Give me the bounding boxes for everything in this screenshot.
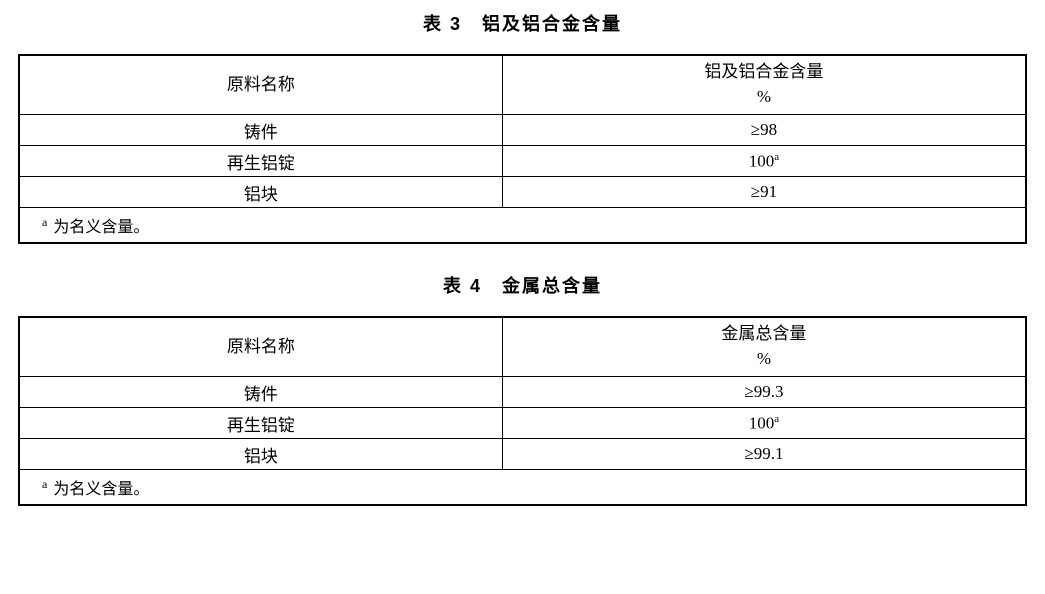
table3-header-col2: 铝及铝合金含量 %	[502, 55, 1026, 115]
table3-footnote-row: a 为名义含量。	[19, 208, 1026, 244]
footnote-text: 为名义含量。	[53, 219, 149, 236]
table4-header-col2-line1: 金属总含量	[721, 324, 806, 343]
table4-header-col1: 原料名称	[19, 317, 502, 377]
table4-row0-value: ≥99.3	[502, 377, 1026, 408]
table4-row2-value: ≥99.1	[502, 439, 1026, 470]
superscript-a: a	[774, 151, 779, 163]
value-text: 98	[760, 120, 777, 139]
table4: 原料名称 金属总含量 % 铸件 ≥99.3 再生铝锭 100a	[18, 316, 1027, 506]
table4-row1-name: 再生铝锭	[19, 408, 502, 439]
table-row: 铝块 ≥99.1	[19, 439, 1026, 470]
table-row: 铸件 ≥98	[19, 115, 1026, 146]
table-row: 铸件 ≥99.3	[19, 377, 1026, 408]
table3: 原料名称 铝及铝合金含量 % 铸件 ≥98 再生铝锭 100a	[18, 54, 1027, 244]
table4-footnote-row: a 为名义含量。	[19, 470, 1026, 506]
superscript-a: a	[774, 413, 779, 425]
table4-row0-name: 铸件	[19, 377, 502, 408]
table-row: 再生铝锭 100a	[19, 408, 1026, 439]
footnote-mark: a	[42, 477, 47, 491]
table3-row1-value: 100a	[502, 146, 1026, 177]
value-text: 99.3	[754, 382, 784, 401]
table-row: 铝块 ≥91	[19, 177, 1026, 208]
table3-row2-value: ≥91	[502, 177, 1026, 208]
value-text: 91	[760, 182, 777, 201]
table4-header-col2-line2: %	[757, 349, 771, 368]
ge-symbol: ≥	[751, 120, 760, 139]
footnote-mark: a	[42, 215, 47, 229]
ge-symbol: ≥	[744, 444, 753, 463]
table3-row2-name: 铝块	[19, 177, 502, 208]
table3-header-col2-line2: %	[757, 87, 771, 106]
table-row: 再生铝锭 100a	[19, 146, 1026, 177]
ge-symbol: ≥	[744, 382, 753, 401]
table3-row1-name: 再生铝锭	[19, 146, 502, 177]
page: 表 3 铝及铝合金含量 原料名称 铝及铝合金含量 % 铸件 ≥98	[0, 0, 1045, 506]
table3-header-col2-line1: 铝及铝合金含量	[704, 62, 823, 81]
table4-row1-value: 100a	[502, 408, 1026, 439]
table3-header-row: 原料名称 铝及铝合金含量 %	[19, 55, 1026, 115]
table3-caption: 表 3 铝及铝合金含量	[18, 10, 1027, 36]
value-text: 100	[749, 413, 775, 432]
table4-footnote: a 为名义含量。	[19, 470, 1026, 506]
footnote-text: 为名义含量。	[53, 481, 149, 498]
table4-row2-name: 铝块	[19, 439, 502, 470]
table3-row0-value: ≥98	[502, 115, 1026, 146]
value-text: 100	[749, 151, 775, 170]
table3-header-col1: 原料名称	[19, 55, 502, 115]
ge-symbol: ≥	[751, 182, 760, 201]
value-text: 99.1	[754, 444, 784, 463]
table4-caption: 表 4 金属总含量	[18, 272, 1027, 298]
table4-header-row: 原料名称 金属总含量 %	[19, 317, 1026, 377]
table3-footnote: a 为名义含量。	[19, 208, 1026, 244]
table3-row0-name: 铸件	[19, 115, 502, 146]
table4-header-col2: 金属总含量 %	[502, 317, 1026, 377]
